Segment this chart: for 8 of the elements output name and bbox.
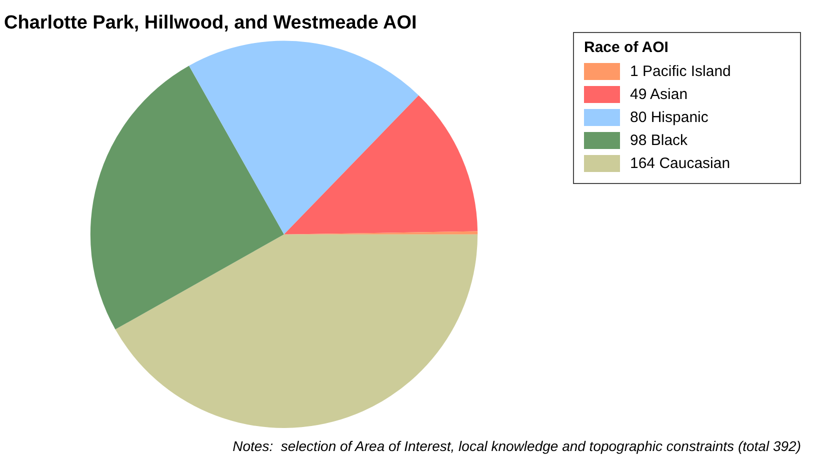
text: Notes: selection of Area of Interest, local knowledge and topographic constraints (total 392)	[232, 438, 802, 454]
legend-label: 49 Asian	[630, 86, 688, 103]
legend-title: Race of AOI	[584, 39, 670, 56]
legend-label: 164 Caucasian	[630, 155, 730, 172]
legend-label: 1 Pacific Island	[630, 63, 731, 80]
legend-label: 80 Hispanic	[630, 109, 708, 126]
legend-label: 98 Black	[630, 132, 688, 149]
chart-title: Charlotte Park, Hillwood, and Westmeade AOI	[4, 12, 417, 34]
